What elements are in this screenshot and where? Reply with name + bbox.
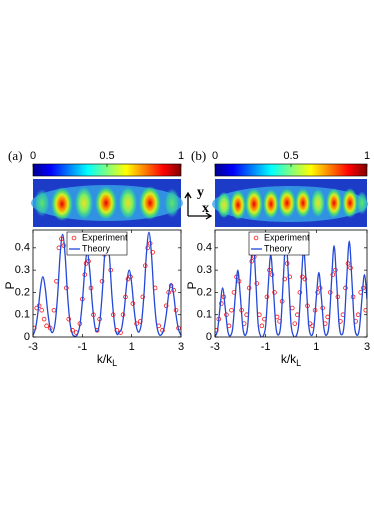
y-tick-label: 0.2: [15, 286, 30, 298]
y-axis-label: P: [185, 281, 199, 289]
indicator-x: x: [202, 201, 209, 216]
panel-label: (b): [191, 148, 206, 163]
legend-box: [248, 231, 310, 256]
experiment-point: [259, 323, 265, 329]
experiment-point: [229, 307, 234, 313]
y-tick-label: 0.3: [197, 264, 212, 276]
x-tick-label: -3: [28, 341, 38, 353]
y-tick-label: 0.2: [197, 286, 212, 298]
y-tick-label: 0: [206, 331, 212, 343]
x-tick-label: 1: [313, 341, 319, 353]
colorbar-tick-label: 0: [30, 150, 36, 162]
experiment-point: [302, 276, 308, 282]
legend-label: Theory: [264, 243, 293, 253]
x-tick-label: -3: [210, 341, 220, 353]
plot-marks: [215, 236, 367, 337]
experiment-point: [99, 278, 105, 284]
panel-label: (a): [8, 148, 22, 163]
x-tick-label: 1: [129, 341, 135, 353]
indicator-y: y: [197, 185, 204, 200]
experiment-point: [343, 285, 348, 291]
experiment-point: [41, 316, 47, 322]
experiment-point: [44, 323, 49, 329]
experiment-point: [363, 307, 367, 313]
y-tick-label: 0.1: [15, 309, 30, 321]
legend-label: Experiment: [82, 232, 128, 242]
legend-label: Experiment: [264, 232, 310, 242]
experiment-point: [254, 281, 260, 286]
y-axis-label: P: [3, 281, 17, 289]
experiment-point: [272, 290, 277, 295]
theory-line: [215, 236, 367, 337]
experiment-point: [140, 294, 146, 300]
y-tick-label: 0.4: [197, 242, 212, 254]
experiment-point: [330, 272, 336, 277]
x-tick-label: -1: [77, 341, 87, 353]
colorbar-tick-label: 1: [364, 150, 370, 162]
legend-label: Theory: [82, 243, 111, 253]
x-axis-label-main: k/k: [281, 352, 297, 366]
x-tick-label: 3: [364, 341, 370, 353]
x-axis-label-main: k/k: [97, 352, 113, 366]
y-tick-label: 0.4: [15, 242, 30, 254]
x-tick-label: 3: [178, 341, 184, 353]
colorbar-tick-label: 0.5: [283, 150, 298, 162]
x-axis-label-sub: L: [296, 358, 301, 368]
experiment-point: [292, 321, 298, 326]
legend-box: [66, 231, 128, 256]
legend-marker: [253, 235, 259, 241]
x-tick-label: -1: [261, 341, 271, 353]
axis-indicator: [184, 191, 213, 220]
experiment-point: [64, 285, 69, 291]
heatmap-b: [212, 179, 368, 227]
y-tick-label: 0.3: [15, 264, 30, 276]
legend-marker: [71, 235, 77, 241]
experiment-point: [163, 303, 169, 309]
colorbar-tick-label: 1: [178, 150, 184, 162]
experiment-point: [315, 290, 320, 295]
x-axis-label-sub: L: [112, 358, 117, 368]
experiment-point: [39, 307, 44, 313]
plot-frame: [32, 229, 182, 338]
y-tick-label: 0: [24, 331, 30, 343]
experiment-point: [219, 301, 224, 306]
x-axis-label: k/kL: [281, 352, 301, 368]
colorbar-tick-label: 0: [212, 150, 218, 162]
colorbar-tick-label: 0.5: [99, 150, 114, 162]
y-tick-label: 0.1: [197, 309, 212, 321]
x-axis-label: k/kL: [97, 352, 117, 368]
experiment-point: [114, 328, 120, 333]
heatmap-a: [31, 179, 183, 227]
plot-frame: [214, 229, 368, 338]
experiment-point: [300, 274, 305, 280]
